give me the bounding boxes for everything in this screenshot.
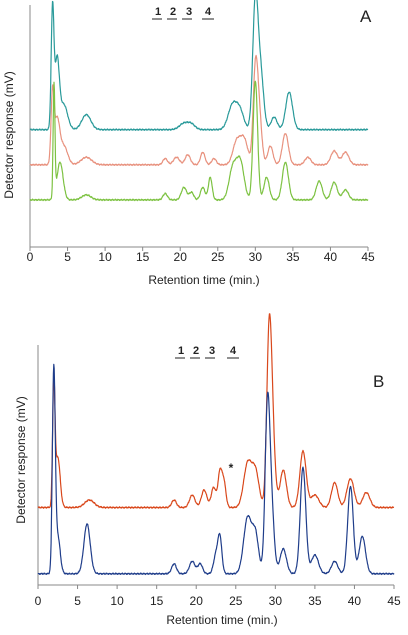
x-tick-label: 5 — [74, 594, 81, 608]
x-tick-label: 0 — [27, 250, 34, 264]
x-tick-label: 45 — [387, 594, 401, 608]
panel-a-fraction-marker-3: 3 — [186, 6, 192, 18]
x-tick-label: 10 — [110, 594, 124, 608]
panel-b-annotation-star: * — [229, 461, 234, 475]
x-tick-label: 45 — [361, 250, 375, 264]
chromatogram-trace-2 — [37, 363, 395, 576]
panel-a-x-ticks: 0 5 10 15 20 25 30 35 40 45 — [27, 247, 375, 264]
panel-b-ylabel: Detector response (mV) — [14, 396, 28, 523]
panel-b-xlabel: Retention time (min.) — [166, 613, 277, 627]
x-tick-label: 35 — [308, 594, 322, 608]
x-tick-label: 25 — [229, 594, 243, 608]
panel-a-xlabel: Retention time (min.) — [148, 273, 259, 287]
x-tick-label: 40 — [324, 250, 338, 264]
x-tick-label: 40 — [348, 594, 362, 608]
chromatogram-trace-2 — [29, 54, 369, 167]
panel-a-ylabel: Detector response (mV) — [2, 71, 16, 198]
panel-b-x-ticks: 0 5 10 15 20 25 30 35 40 45 — [35, 585, 401, 608]
panel-b-fraction-marker-2: 2 — [193, 345, 199, 357]
x-tick-label: 10 — [98, 250, 112, 264]
panel-b-fraction-markers: 1 2 3 4 — [175, 345, 239, 359]
x-tick-label: 30 — [269, 594, 283, 608]
chromatogram-trace-1 — [29, 0, 369, 131]
panel-b-fraction-marker-3: 3 — [209, 345, 215, 357]
x-tick-label: 35 — [286, 250, 300, 264]
x-tick-label: 15 — [150, 594, 164, 608]
x-tick-label: 5 — [64, 250, 71, 264]
panel-a-series — [29, 0, 369, 202]
panel-b-series — [37, 313, 395, 576]
panel-a-fraction-marker-2: 2 — [170, 6, 176, 18]
x-tick-label: 30 — [249, 250, 263, 264]
panel-a-fraction-markers: 1 2 3 4 — [152, 6, 214, 20]
panel-a-fraction-marker-1: 1 — [155, 6, 161, 18]
chromatogram-trace-3 — [29, 80, 369, 202]
panel-a-chart: Detector response (mV) 0 5 10 15 20 25 30 35 40 4… — [2, 0, 375, 287]
x-tick-label: 20 — [174, 250, 188, 264]
panel-b-chart: Detector response (mV) 0 5 10 15 20 25 30 35 40 4… — [14, 313, 401, 627]
panel-b-fraction-marker-1: 1 — [178, 345, 184, 357]
panel-a-letter: A — [360, 7, 372, 26]
x-tick-label: 25 — [211, 250, 225, 264]
x-tick-label: 15 — [136, 250, 150, 264]
panel-b-fraction-marker-4: 4 — [230, 345, 237, 357]
chromatogram-trace-1 — [37, 313, 395, 509]
x-tick-label: 0 — [35, 594, 42, 608]
panel-a-fraction-marker-4: 4 — [205, 6, 212, 18]
panel-b-letter: B — [373, 372, 384, 391]
x-tick-label: 20 — [190, 594, 204, 608]
